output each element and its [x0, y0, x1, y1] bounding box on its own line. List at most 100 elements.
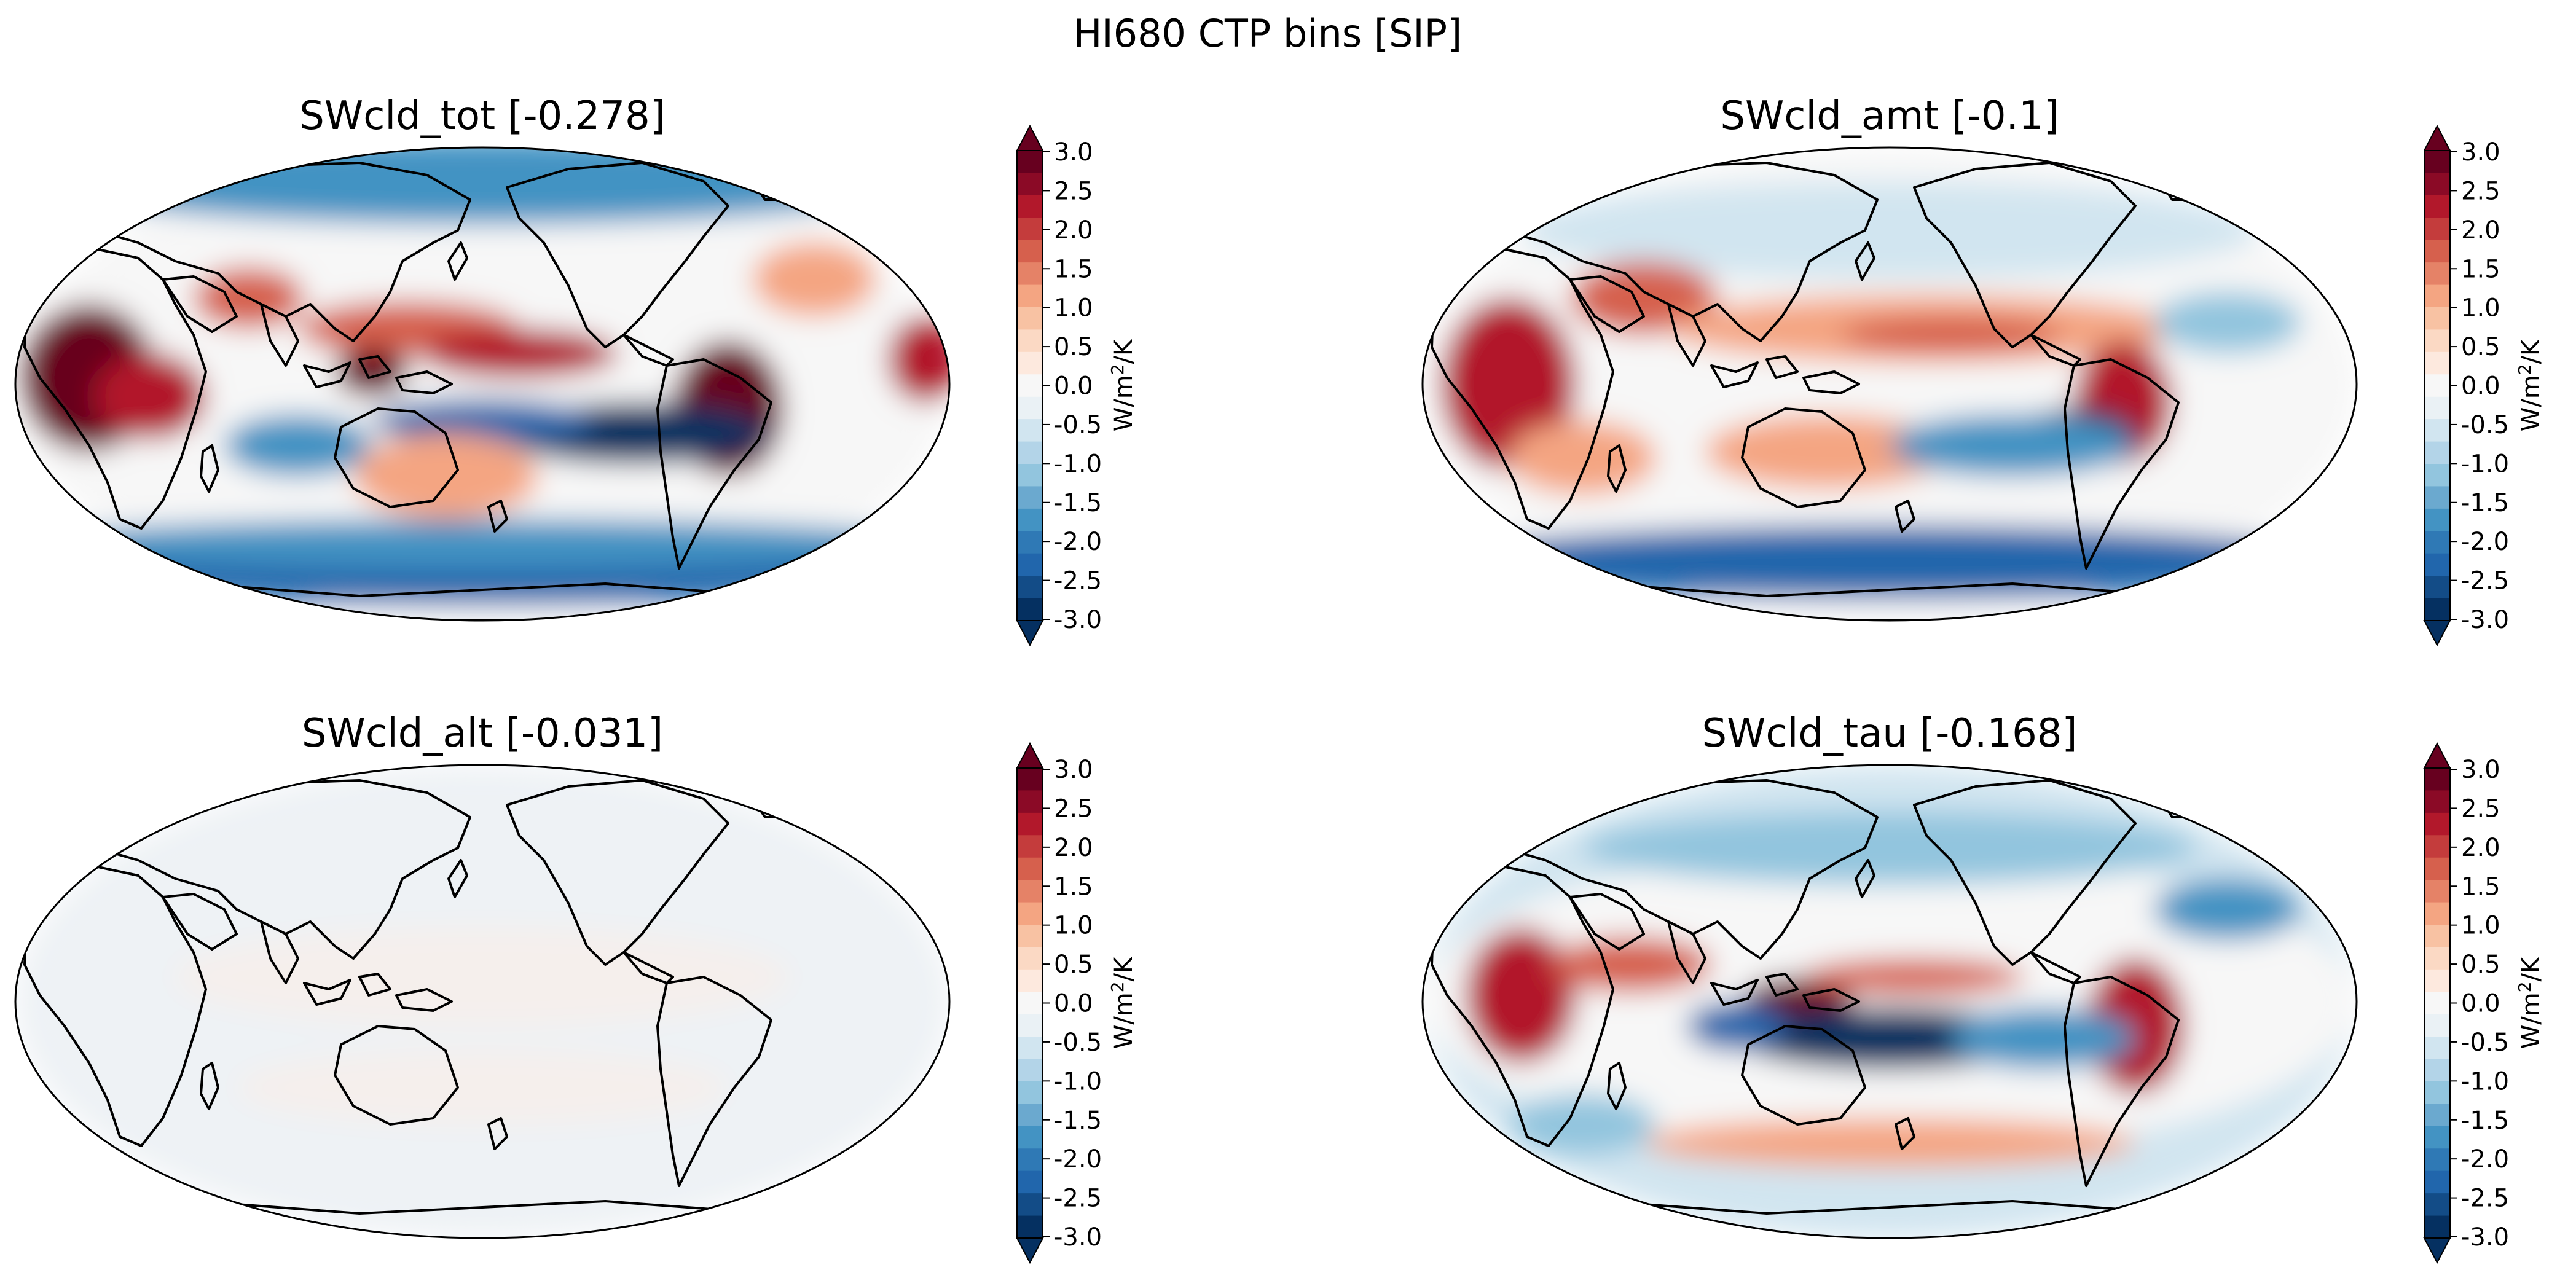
field-patch [2086, 959, 2185, 1094]
colorbar-band [1017, 1193, 1043, 1217]
colorbar-tick-label: -3.0 [1054, 606, 1102, 634]
colorbar-band [1017, 1126, 1043, 1149]
colorbar-band [1017, 1037, 1043, 1060]
colorbar-band [1017, 419, 1043, 442]
colorbar-tick-label: 3.0 [1054, 756, 1093, 784]
colorbar-tick-label: 1.5 [1054, 872, 1093, 901]
colorbar-band [1017, 790, 1043, 813]
colorbar-band [1017, 1170, 1043, 1194]
colorbar-band [2424, 218, 2450, 241]
field-patch [1840, 316, 2062, 353]
field-patch [888, 316, 949, 402]
colorbar-label-base: W/m [2517, 375, 2545, 431]
colorbar-extend-min [1016, 1237, 1044, 1264]
colorbar-band [1017, 812, 1043, 836]
colorbar-tick-label: 3.0 [2461, 138, 2500, 167]
colorbar-tick-label: 0.5 [2461, 333, 2500, 361]
colorbar-band [1017, 880, 1043, 903]
colorbar-tick-label: 2.0 [2461, 834, 2500, 862]
colorbar-tick-label: 2.5 [2461, 177, 2500, 205]
colorbar-band [1017, 1148, 1043, 1172]
colorbar-band [2424, 992, 2450, 1015]
colorbar-band [2424, 1037, 2450, 1060]
colorbar-band [2424, 835, 2450, 858]
colorbar: 3.0 2.5 2.0 1.5 1.0 0.5 0.0 -0.5 -1.0 -1.5 -2.0 -2.… [1016, 124, 1138, 647]
colorbar-band [1017, 598, 1043, 621]
colorbar-tick-label: -0.5 [2461, 411, 2509, 439]
colorbar-band [2424, 173, 2450, 196]
colorbar-tick-label: -1.5 [1054, 489, 1102, 517]
colorbar-band [1017, 396, 1043, 420]
colorbar-label-base: W/m [1110, 992, 1138, 1049]
colorbar-band [1017, 768, 1043, 791]
colorbar-band [2424, 1104, 2450, 1127]
colorbar-band [1017, 486, 1043, 509]
colorbar-band [1017, 1081, 1043, 1105]
colorbar-band [2424, 947, 2450, 970]
map-border [1421, 146, 2358, 622]
colorbar-tick-label: 1.5 [2461, 255, 2500, 283]
colorbar-band [2424, 598, 2450, 621]
colorbar-band [1017, 1014, 1043, 1037]
colorbar-tick-label: -2.0 [1054, 1145, 1102, 1174]
colorbar-tick-label: 3.0 [1054, 138, 1093, 167]
colorbar-band [2424, 441, 2450, 465]
colorbar-tick-label: 3.0 [2461, 756, 2500, 784]
colorbar-tick-label: -2.5 [1054, 1185, 1102, 1213]
field-patch [1705, 415, 1951, 488]
colorbar-band [1017, 902, 1043, 925]
colorbar-band [1017, 173, 1043, 196]
field-patch [421, 329, 618, 378]
colorbar-extend-max [2423, 742, 2451, 769]
colorbar-band [1017, 441, 1043, 465]
colorbar-tick-label: 0.5 [1054, 951, 1093, 979]
field-patch [372, 399, 593, 442]
field-patch [335, 347, 409, 396]
field-patch [1552, 937, 1711, 992]
field-patch [1582, 811, 2197, 885]
colorbar-tick-label: 1.0 [1054, 294, 1093, 323]
colorbar-band [1017, 531, 1043, 554]
colorbar-band [2424, 553, 2450, 576]
colorbar-tick-label: 1.5 [2461, 872, 2500, 901]
colorbar-band [1017, 576, 1043, 599]
colorbar-band [2424, 396, 2450, 420]
colorbar-tick-label: -2.0 [1054, 528, 1102, 556]
colorbar-label-sup: 2 [2515, 981, 2535, 992]
colorbar-band [2424, 1081, 2450, 1105]
colorbar-label-tail: /K [1110, 339, 1138, 364]
colorbar-band [2424, 508, 2450, 531]
colorbar-band [1017, 992, 1043, 1015]
colorbar-band [1017, 947, 1043, 970]
colorbar-band [2424, 902, 2450, 925]
colorbar-tick-label: 2.0 [1054, 834, 1093, 862]
colorbar-label: W/m2/K [2515, 956, 2545, 1049]
colorbar-band [2424, 969, 2450, 992]
colorbar-label-base: W/m [2517, 992, 2545, 1049]
field-patch [15, 147, 949, 621]
colorbar-band [2424, 925, 2450, 948]
colorbar-tick-label: -1.0 [2461, 1067, 2509, 1096]
colorbar-band [2424, 1148, 2450, 1172]
colorbar-band [1017, 218, 1043, 241]
map-panel: SWcld_tot [-0.278] 3.0 2.5 2.0 1.5 1.0 0.5 0.0 -… [14, 93, 1138, 647]
map-border [1421, 764, 2358, 1239]
colorbar-band [1017, 508, 1043, 531]
colorbar-tick-label: 0.0 [1054, 372, 1093, 401]
colorbar-band [2424, 531, 2450, 554]
field-patch [1890, 415, 2135, 476]
colorbar-tick-label: 2.5 [1054, 177, 1093, 205]
colorbar: 3.0 2.5 2.0 1.5 1.0 0.5 0.0 -0.5 -1.0 -1.5 -2.0 -2.… [2423, 124, 2545, 647]
colorbar-tick-label: -1.0 [1054, 1067, 1102, 1096]
colorbar-tick-label: -0.5 [1054, 411, 1102, 439]
colorbar-label: W/m2/K [1107, 339, 1138, 431]
colorbar-extend-max [1016, 742, 1044, 769]
colorbar-tick-label: -0.5 [2461, 1029, 2509, 1057]
panel-title: SWcld_tot [-0.278] [299, 93, 665, 139]
map [14, 764, 951, 1239]
colorbar-extend-max [2423, 124, 2451, 151]
panel-title: SWcld_tau [-0.168] [1702, 711, 2078, 756]
colorbar-tick-label: -2.5 [1054, 567, 1102, 595]
colorbar-band [1017, 1215, 1043, 1239]
